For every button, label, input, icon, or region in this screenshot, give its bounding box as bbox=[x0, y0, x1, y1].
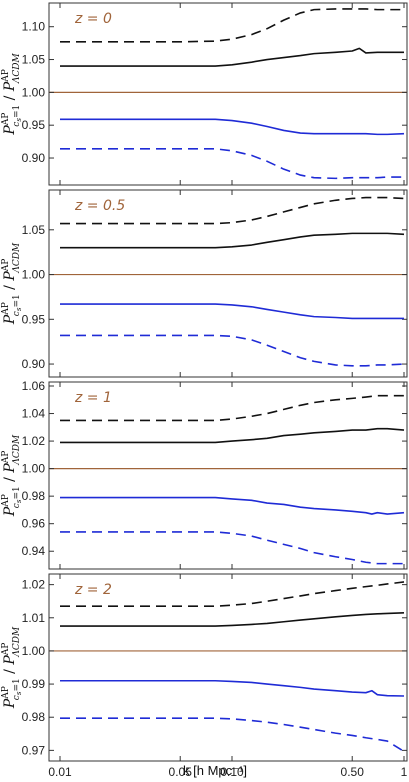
panel-label: z = 0.5 bbox=[74, 198, 125, 214]
series-blue-dashed bbox=[60, 531, 404, 565]
series-blue-dashed bbox=[60, 717, 405, 753]
y-tick-label: 0.94 bbox=[22, 544, 46, 558]
series-blue-dashed bbox=[60, 334, 405, 367]
y-tick-label: 0.95 bbox=[22, 118, 46, 132]
panel-3: 0.94 0.96 0.98 1.00 1.02 1.04 1.06 z = 1 bbox=[22, 379, 408, 570]
y-tick-label: 0.99 bbox=[22, 677, 46, 691]
y-axis-label: PAPcs=1 / PAPΛCDM bbox=[1, 242, 23, 325]
y-axis-label: PAPcs=1 / PAPΛCDM bbox=[1, 434, 23, 517]
y-tick-label: 1.00 bbox=[22, 268, 46, 282]
y-tick-label: 1.02 bbox=[22, 578, 46, 592]
series-black-solid bbox=[60, 612, 405, 627]
y-tick-label: 0.90 bbox=[22, 357, 46, 371]
y-tick-label: 0.97 bbox=[22, 743, 46, 757]
y-tick-label: 0.98 bbox=[22, 710, 46, 724]
series-blue-solid bbox=[60, 303, 404, 320]
series-blue-solid bbox=[60, 496, 405, 515]
y-tick-label: 1.00 bbox=[22, 644, 46, 658]
panel-4: 0.97 0.98 0.99 1.00 1.01 1.02 z = 2 bbox=[22, 573, 408, 762]
y-tick-label: 0.98 bbox=[22, 489, 46, 503]
y-tick-label: 1.01 bbox=[22, 611, 46, 625]
y-tick-label: 1.02 bbox=[22, 434, 46, 448]
series-blue-dashed bbox=[60, 148, 404, 180]
series-black-dashed bbox=[60, 196, 405, 225]
series-black-dashed bbox=[60, 581, 405, 607]
series-black-dashed bbox=[60, 8, 404, 43]
panel-2: 0.90 0.95 1.00 1.05 z = 0.5 bbox=[22, 189, 408, 378]
panel-label: z = 2 bbox=[74, 582, 112, 598]
y-tick-label: 0.96 bbox=[22, 517, 46, 531]
series-black-solid bbox=[60, 232, 405, 249]
y-axis-label: PAPcs=1 / PAPΛCDM bbox=[1, 53, 23, 136]
x-tick-label: 0.50 bbox=[341, 765, 365, 779]
y-tick-label: 0.90 bbox=[22, 151, 46, 165]
x-tick-label: 0.10 bbox=[220, 765, 244, 779]
y-tick-label: 1.00 bbox=[22, 462, 46, 476]
y-tick-label: 0.95 bbox=[22, 312, 46, 326]
x-tick-label: 0.05 bbox=[169, 765, 193, 779]
y-axis-label: PAPcs=1 / PAPΛCDM bbox=[1, 626, 23, 709]
y-axis-labels: PAPcs=1 / PAPΛCDM PAPcs=1 / PAPΛCDM PAPcs=… bbox=[1, 53, 23, 710]
panel-label: z = 0 bbox=[74, 11, 112, 27]
y-tick-label: 1.05 bbox=[22, 223, 46, 237]
y-tick-label: 1.05 bbox=[22, 53, 46, 67]
y-tick-label: 1.10 bbox=[22, 20, 46, 34]
panel-frame bbox=[48, 2, 408, 186]
x-tick-label: 1 bbox=[401, 765, 408, 779]
y-tick-label: 1.06 bbox=[22, 379, 46, 393]
series-black-solid bbox=[60, 47, 404, 67]
series-black-solid bbox=[60, 427, 405, 444]
series-blue-solid bbox=[60, 679, 405, 697]
panel-frame bbox=[48, 189, 408, 378]
panel-frame bbox=[48, 381, 408, 570]
panel-frame bbox=[48, 573, 408, 762]
y-tick-label: 1.00 bbox=[22, 85, 46, 99]
series-black-dashed bbox=[60, 394, 404, 422]
x-tick-label: 0.01 bbox=[48, 765, 72, 779]
y-tick-label: 1.04 bbox=[22, 407, 46, 421]
x-axis-label: k [h Mpc⁻¹] bbox=[183, 763, 247, 778]
series-blue-solid bbox=[60, 118, 405, 136]
x-axis: 0.01 0.05 0.10 0.50 1 bbox=[48, 765, 407, 779]
panels: 0.90 0.95 1.00 1.05 1.10 z = 0 0.90 0.95 1.00 1.0… bbox=[22, 2, 408, 762]
panel-label: z = 1 bbox=[74, 390, 112, 406]
panel-1: 0.90 0.95 1.00 1.05 1.10 z = 0 bbox=[22, 2, 408, 186]
